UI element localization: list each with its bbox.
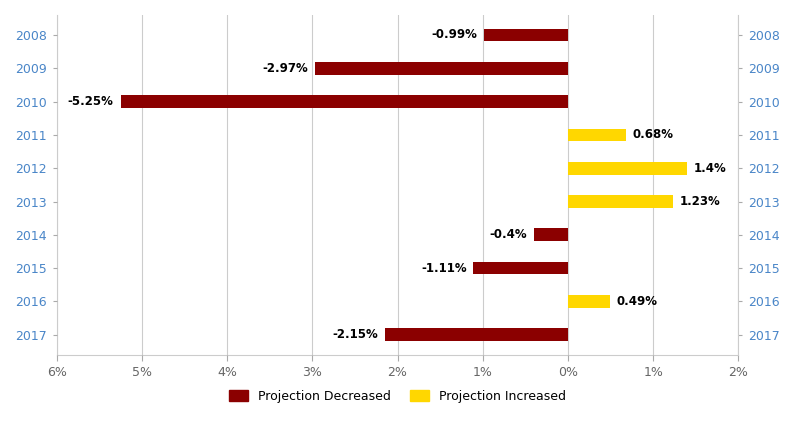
Text: -0.4%: -0.4% (490, 228, 527, 241)
Bar (483, 28, 568, 41)
Bar (121, 95, 568, 108)
Bar (568, 195, 673, 208)
Bar (568, 129, 626, 141)
Text: -5.25%: -5.25% (68, 95, 114, 108)
Text: 0.68%: 0.68% (633, 129, 673, 142)
Text: 1.4%: 1.4% (694, 162, 727, 175)
Legend: Projection Decreased, Projection Increased: Projection Decreased, Projection Increas… (230, 390, 565, 403)
Text: 1.23%: 1.23% (680, 195, 720, 208)
Text: -2.15%: -2.15% (332, 328, 378, 341)
Text: 0.49%: 0.49% (617, 295, 657, 308)
Bar (568, 295, 610, 308)
Text: -1.11%: -1.11% (421, 262, 467, 275)
Bar (568, 162, 687, 174)
Text: -0.99%: -0.99% (431, 28, 477, 41)
Bar (534, 228, 568, 241)
Text: -2.97%: -2.97% (262, 62, 308, 75)
Bar (385, 328, 568, 341)
Bar (315, 62, 568, 75)
Bar (473, 262, 568, 275)
